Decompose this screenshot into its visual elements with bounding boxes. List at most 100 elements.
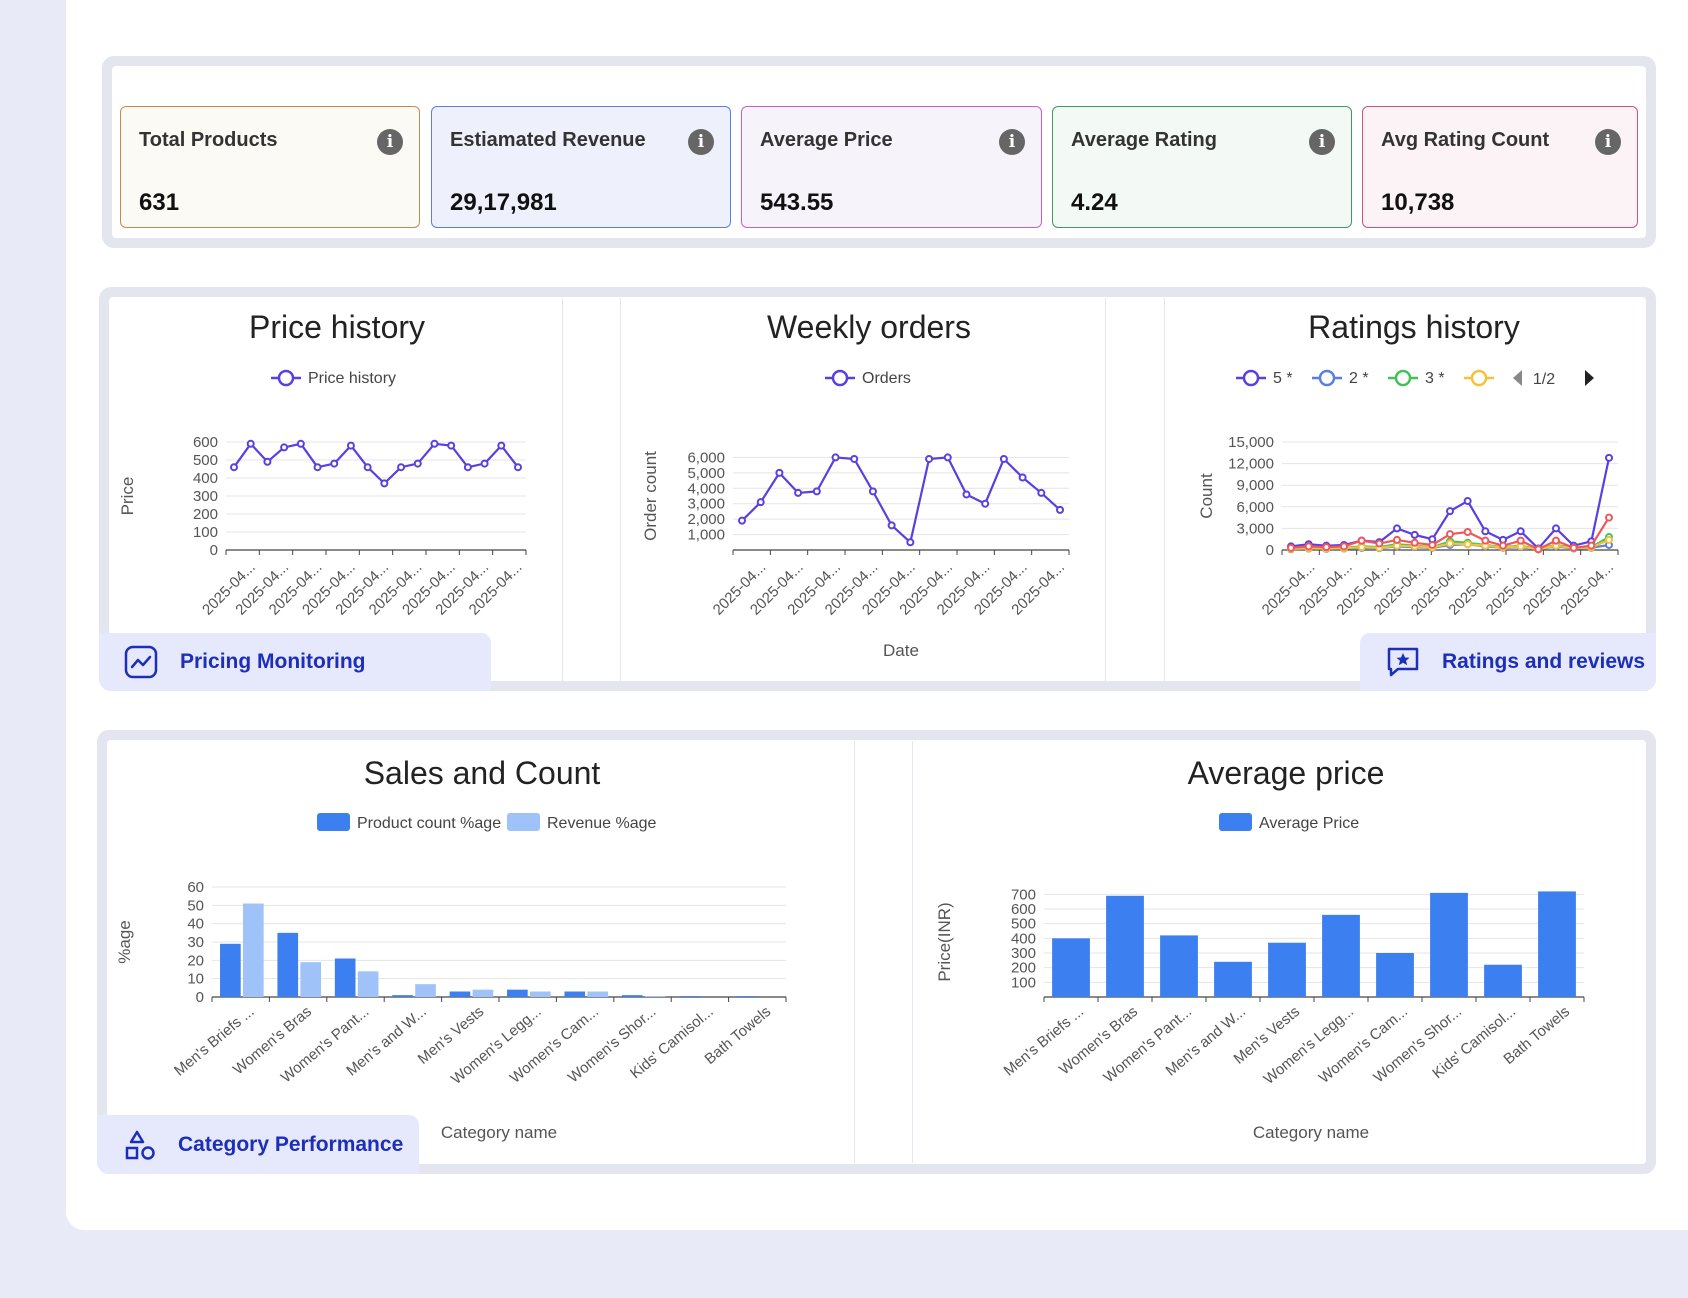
- bar: [1484, 964, 1522, 997]
- info-icon[interactable]: i: [1309, 129, 1335, 155]
- y-axis-title: Price: [118, 477, 137, 516]
- price-history-chart[interactable]: Price history 0 100 200 300 400 500 600 2025-04.…: [112, 300, 560, 630]
- divider: [912, 741, 913, 1163]
- x-axis-title: Category name: [441, 1123, 557, 1142]
- data-point: [1357, 536, 1366, 545]
- legend-label: Product count %age: [357, 815, 501, 832]
- data-point: [1393, 535, 1401, 544]
- legend-label: Revenue %age: [547, 815, 657, 832]
- data-point: [1516, 536, 1525, 545]
- bar: [1430, 892, 1468, 997]
- y-tick-label: 100: [193, 524, 218, 541]
- bar: [529, 991, 551, 997]
- y-axis-title: Price(INR): [935, 902, 954, 981]
- bar: [644, 996, 666, 997]
- data-point: [1428, 540, 1437, 549]
- data-point: [1410, 530, 1419, 539]
- y-tick-label: 15,000: [1228, 434, 1274, 451]
- bar: [1322, 914, 1360, 997]
- y-tick-label: 200: [1011, 960, 1036, 977]
- info-icon[interactable]: i: [377, 129, 403, 155]
- kpi-value: 4.24: [1071, 189, 1118, 216]
- data-point: [738, 516, 746, 525]
- data-point: [1516, 527, 1525, 536]
- y-tick-label: 600: [1011, 901, 1036, 918]
- chart-title: Ratings history: [1308, 309, 1520, 345]
- data-point: [1499, 541, 1507, 550]
- y-tick-label: 400: [193, 470, 218, 487]
- data-point: [1287, 543, 1295, 552]
- y-tick-label: 20: [187, 952, 204, 969]
- kpi-label: Average Rating: [1071, 129, 1217, 151]
- chart-title: Average price: [1188, 755, 1385, 791]
- average-price-chart[interactable]: Average price 100 200 300 400 500 600 700 Men's …: [920, 742, 1646, 1152]
- bar: [621, 995, 643, 997]
- legend-symbol: [1242, 369, 1260, 387]
- data-point: [999, 454, 1008, 463]
- kpi-total-products: Total Products i 631: [120, 106, 420, 228]
- y-tick-label: 12,000: [1228, 456, 1274, 473]
- data-point: [1340, 542, 1348, 551]
- y-tick-label: 0: [1266, 542, 1274, 559]
- bar: [334, 958, 356, 997]
- y-tick-label: 600: [193, 434, 218, 451]
- tag-label: Ratings and reviews: [1442, 650, 1646, 673]
- data-point: [1446, 539, 1454, 548]
- info-icon[interactable]: i: [688, 129, 714, 155]
- bar: [564, 991, 586, 997]
- chart-title: Sales and Count: [364, 755, 601, 791]
- chart-svg: Price history01002003004005006002025-04.…: [118, 309, 527, 619]
- y-axis-title: %age: [115, 920, 134, 963]
- kpi-average-rating: Average Rating i 4.24: [1052, 106, 1352, 228]
- divider: [562, 298, 563, 681]
- kpi-label: Total Products: [139, 129, 278, 151]
- kpi-value: 631: [139, 189, 180, 216]
- bar: [587, 991, 609, 997]
- legend-page-label: 1/2: [1533, 371, 1555, 388]
- data-point: [868, 487, 877, 496]
- data-point: [925, 454, 934, 463]
- weekly-orders-chart[interactable]: Weekly orders 1,000 2,000 3,000 4,000 5,000 6,…: [630, 300, 1104, 670]
- data-point: [280, 443, 289, 452]
- bar: [220, 943, 241, 997]
- tag-category-performance[interactable]: Category Performance: [97, 1115, 419, 1174]
- sales-and-count-chart[interactable]: Sales and Count 0 10 20 30 40 50 60 Men's Briefs…: [112, 742, 852, 1152]
- data-point: [380, 479, 389, 488]
- data-point: [794, 488, 803, 497]
- bar: [300, 962, 322, 997]
- legend-symbol: [1470, 369, 1488, 387]
- data-point: [397, 463, 406, 472]
- data-point: [1463, 540, 1472, 549]
- y-tick-label: 50: [187, 897, 204, 914]
- data-point: [1463, 497, 1472, 506]
- ratings-history-chart[interactable]: Ratings history 0 3,000 6,000 9,000 12,000 15,…: [1172, 300, 1646, 630]
- category-frame: [97, 730, 1656, 1174]
- data-point: [413, 459, 422, 468]
- bar: [736, 996, 758, 997]
- kpi-estimated-revenue: Estiamated Revenue i 29,17,981: [431, 106, 731, 228]
- legend-label: 2 *: [1349, 370, 1369, 387]
- bar: [357, 971, 379, 997]
- data-point: [1587, 541, 1596, 550]
- info-icon[interactable]: i: [999, 129, 1025, 155]
- y-tick-label: 200: [193, 506, 218, 523]
- data-point: [1605, 453, 1613, 462]
- divider: [1164, 298, 1165, 681]
- bar: [277, 932, 299, 997]
- y-tick-label: 9,000: [1236, 477, 1274, 494]
- data-point: [1357, 543, 1366, 552]
- data-point: [1552, 524, 1560, 533]
- bar: [1106, 895, 1144, 997]
- tag-pricing-monitoring[interactable]: Pricing Monitoring: [99, 633, 491, 691]
- tag-ratings-and-reviews[interactable]: Ratings and reviews: [1360, 633, 1656, 691]
- data-point: [1393, 524, 1401, 533]
- bar: [449, 991, 471, 997]
- chart-svg: Ratings history 0 3,000 6,000 9,000 12,000 15,…: [1197, 309, 1619, 619]
- legend-label: 5 *: [1273, 370, 1293, 387]
- y-tick-label: 500: [1011, 916, 1036, 933]
- info-icon[interactable]: i: [1595, 129, 1621, 155]
- y-tick-label: 400: [1011, 930, 1036, 947]
- data-point: [1304, 542, 1313, 551]
- y-tick-label: 30: [187, 934, 204, 951]
